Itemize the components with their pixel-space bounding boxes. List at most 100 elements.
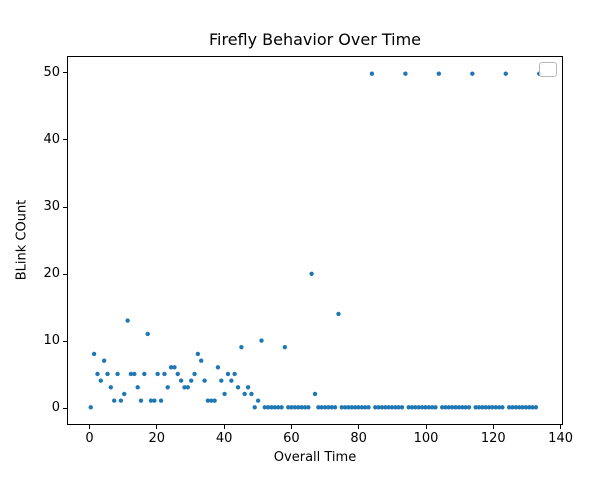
scatter-point bbox=[165, 385, 170, 390]
scatter-point bbox=[182, 385, 187, 390]
chart-title: Firefly Behavior Over Time bbox=[208, 30, 422, 49]
scatter-point bbox=[322, 405, 328, 410]
y-tick-mark bbox=[63, 407, 67, 409]
scatter-point bbox=[366, 405, 371, 410]
scatter-point bbox=[115, 371, 120, 377]
scatter-point bbox=[199, 358, 204, 363]
y-axis-label: BLink COunt bbox=[14, 199, 30, 281]
scatter-point bbox=[155, 371, 160, 377]
scatter-point bbox=[483, 405, 488, 410]
scatter-point bbox=[342, 405, 348, 410]
scatter-point bbox=[326, 405, 331, 410]
scatter-point bbox=[409, 405, 415, 410]
scatter-point bbox=[533, 405, 539, 410]
scatter-point bbox=[98, 378, 103, 383]
x-tick-label: 60 bbox=[283, 431, 300, 446]
scatter-point bbox=[168, 365, 174, 370]
scatter-point bbox=[450, 405, 455, 410]
scatter-point bbox=[436, 71, 442, 76]
scatter-point bbox=[443, 405, 448, 410]
scatter-point bbox=[386, 405, 391, 410]
scatter-point bbox=[209, 398, 214, 403]
scatter-point bbox=[440, 405, 445, 410]
scatter-point bbox=[302, 405, 308, 410]
scatter-point bbox=[162, 371, 167, 377]
scatter-point bbox=[309, 271, 314, 277]
scatter-point bbox=[373, 405, 378, 410]
scatter-point bbox=[363, 405, 368, 410]
legend-box bbox=[539, 62, 557, 77]
y-tick-label: 20 bbox=[43, 266, 60, 281]
scatter-point bbox=[383, 405, 388, 410]
x-tick-label: 140 bbox=[548, 431, 574, 446]
scatter-point bbox=[379, 405, 385, 410]
scatter-point bbox=[349, 405, 354, 410]
scatter-point bbox=[219, 378, 224, 383]
scatter-point bbox=[470, 71, 475, 76]
scatter-point bbox=[178, 378, 184, 383]
scatter-point bbox=[369, 71, 375, 76]
scatter-point bbox=[336, 311, 341, 317]
scatter-point bbox=[202, 378, 207, 383]
scatter-point bbox=[493, 405, 498, 410]
scatter-point bbox=[108, 385, 114, 390]
y-tick-mark bbox=[63, 206, 67, 208]
scatter-point bbox=[329, 405, 334, 410]
x-tick-label: 80 bbox=[350, 431, 367, 446]
scatter-point bbox=[128, 371, 134, 377]
x-tick-label: 40 bbox=[215, 431, 233, 446]
scatter-point bbox=[158, 398, 164, 403]
scatter-point bbox=[486, 405, 492, 410]
x-tick-mark bbox=[223, 425, 225, 429]
scatter-point bbox=[399, 405, 405, 410]
scatter-point bbox=[389, 405, 395, 410]
scatter-point bbox=[433, 405, 438, 410]
x-tick-label: 0 bbox=[85, 431, 94, 446]
scatter-point bbox=[523, 405, 529, 410]
scatter-point bbox=[215, 365, 221, 370]
scatter-point bbox=[252, 405, 257, 410]
scatter-point bbox=[282, 345, 288, 350]
scatter-point bbox=[172, 365, 177, 370]
scatter-point bbox=[239, 345, 244, 350]
scatter-point bbox=[105, 371, 110, 377]
scatter-point bbox=[135, 385, 140, 390]
scatter-point bbox=[496, 405, 502, 410]
x-tick-mark bbox=[89, 425, 90, 429]
scatter-point bbox=[232, 371, 237, 377]
scatter-point bbox=[403, 71, 408, 76]
scatter-point bbox=[446, 405, 452, 410]
scatter-point bbox=[142, 371, 147, 377]
scatter-point bbox=[269, 405, 274, 410]
scatter-point bbox=[490, 405, 495, 410]
scatter-point bbox=[510, 405, 515, 410]
scatter-point bbox=[88, 405, 93, 410]
scatter-point bbox=[91, 351, 97, 357]
scatter-point bbox=[316, 405, 321, 410]
x-tick-label: 20 bbox=[148, 431, 166, 446]
scatter-point bbox=[125, 318, 130, 323]
y-tick-label: 40 bbox=[43, 131, 60, 147]
scatter-point bbox=[299, 405, 304, 410]
scatter-point bbox=[262, 405, 267, 410]
y-tick-mark bbox=[63, 72, 67, 74]
scatter-point bbox=[148, 398, 154, 403]
scatter-point bbox=[356, 405, 361, 410]
x-tick-mark bbox=[492, 425, 494, 429]
scatter-point bbox=[296, 405, 301, 410]
scatter-point bbox=[332, 405, 338, 410]
scatter-point bbox=[95, 371, 100, 377]
scatter-point bbox=[376, 405, 381, 410]
scatter-point bbox=[393, 405, 398, 410]
x-tick-mark bbox=[358, 425, 360, 429]
scatter-point bbox=[289, 405, 294, 410]
scatter-point bbox=[503, 71, 508, 76]
scatter-point bbox=[419, 405, 425, 410]
scatter-point bbox=[480, 405, 485, 410]
scatter-point bbox=[145, 331, 150, 337]
scatter-point bbox=[212, 398, 217, 403]
scatter-point bbox=[506, 405, 512, 410]
scatter-point bbox=[463, 405, 468, 410]
scatter-point bbox=[426, 405, 431, 410]
